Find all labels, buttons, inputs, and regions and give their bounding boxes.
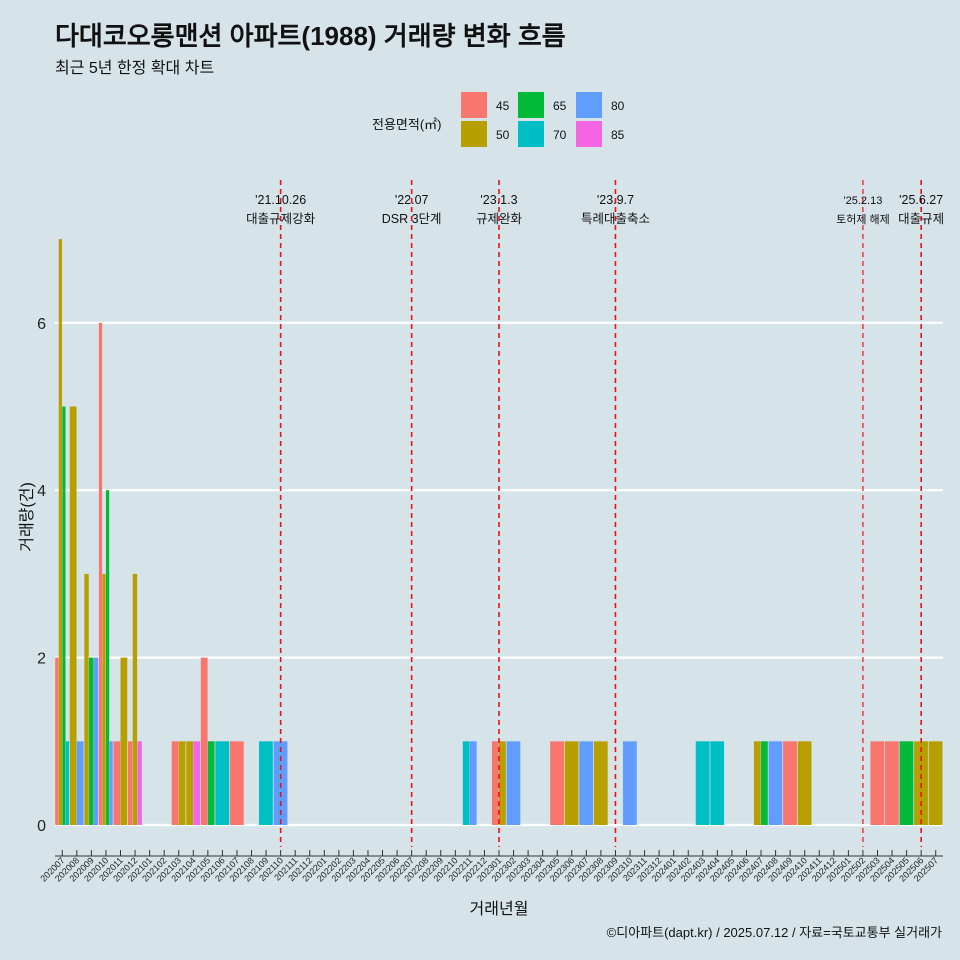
event-date-2: '23.1.3 (480, 193, 517, 207)
bar-80-202008 (76, 741, 84, 825)
event-date-1: '22.07 (395, 193, 429, 207)
bar-50-202104 (186, 741, 193, 825)
bar-70-202404 (710, 741, 725, 825)
bar-80-202307 (579, 741, 594, 825)
bar-85-202104 (193, 741, 201, 825)
legend-title: 전용면적(㎡) (372, 117, 442, 132)
bar-45-202012 (128, 741, 133, 825)
legend-label-85: 85 (611, 128, 625, 142)
legend-swatch-45 (461, 92, 487, 118)
legend-label-65: 65 (553, 99, 567, 113)
bar-70-202403 (695, 741, 710, 825)
bar-65-202105 (207, 741, 215, 825)
bar-65-202010 (105, 490, 110, 825)
event-label-0: 대출규제강화 (246, 212, 316, 226)
bar-45-202301 (491, 741, 499, 825)
bar-50-202007 (58, 239, 62, 826)
bar-45-202305 (550, 741, 564, 825)
y-tick-label: 4 (37, 483, 46, 500)
bar-70-202211 (462, 741, 470, 825)
legend-swatch-80 (576, 92, 602, 118)
legend-swatch-65 (518, 92, 544, 118)
bar-50-202301 (499, 741, 506, 825)
bar-65-202007 (62, 406, 66, 825)
bar-50-202306 (564, 741, 579, 825)
event-label-1: DSR 3단계 (382, 212, 442, 226)
bar-50-202410 (797, 741, 812, 825)
bar-50-202011 (120, 657, 128, 825)
bar-45-202409 (783, 741, 797, 825)
bar-65-202009 (89, 657, 94, 825)
bar-80-202302 (506, 741, 521, 825)
bar-50-202008 (69, 406, 77, 825)
bar-45-202103 (171, 741, 179, 825)
event-date-4: '25.2.13 (844, 195, 883, 207)
chart-subtitle: 최근 5년 한정 확대 차트 (55, 60, 215, 77)
bar-45-202010 (98, 322, 103, 825)
bar-45-202011 (113, 741, 121, 825)
y-axis-title: 거래량(건) (18, 482, 36, 552)
bar-65-202505 (899, 741, 914, 825)
bar-50-202308 (593, 741, 608, 825)
legend-swatch-85 (576, 121, 602, 147)
event-label-2: 규제완화 (476, 212, 523, 226)
source-caption: ©디아파트(dapt.kr) / 2025.07.12 / 자료=국토교통부 실… (606, 925, 942, 940)
bar-80-202010 (109, 741, 113, 825)
bar-80-202211 (469, 741, 477, 825)
chart-title: 다대코오롱맨션 아파트(1988) 거래량 변화 흐름 (55, 21, 566, 51)
bar-70-202106 (215, 741, 230, 825)
bar-45-202105 (200, 657, 208, 825)
legend-label-45: 45 (496, 99, 510, 113)
event-date-0: '21.10.26 (255, 193, 306, 207)
event-label-4: 토허제 해제 (836, 212, 890, 226)
bar-45-202503 (870, 741, 885, 825)
legend-label-80: 80 (611, 99, 625, 113)
bar-50-202009 (84, 573, 89, 825)
bar-65-202407 (761, 741, 768, 825)
bar-50-202103 (178, 741, 186, 825)
bar-80-202408 (768, 741, 783, 825)
bar-70-202007 (65, 741, 70, 825)
legend-label-70: 70 (553, 128, 567, 142)
legend-label-50: 50 (496, 128, 510, 142)
event-label-5: 대출규제 (898, 212, 944, 226)
bar-45-202007 (55, 657, 59, 825)
bar-80-202009 (93, 657, 99, 825)
y-tick-label: 0 (37, 818, 46, 835)
legend: 전용면적(㎡) 45 50 65 70 80 85 (372, 92, 642, 152)
legend-swatch-50 (461, 121, 487, 147)
legend-swatch-70 (518, 121, 544, 147)
y-tick-label: 6 (37, 316, 46, 333)
bar-85-202012 (137, 741, 142, 825)
bar-45-202107 (229, 741, 244, 825)
event-date-3: '23.9.7 (597, 193, 634, 207)
x-axis-title: 거래년월 (470, 900, 529, 918)
bar-45-202504 (884, 741, 899, 825)
bar-50-202407 (753, 741, 761, 825)
event-label-3: 특례대출축소 (581, 212, 650, 226)
bar-70-202109 (259, 741, 273, 825)
bar-80-202310 (622, 741, 637, 825)
event-date-5: '25.6.27 (899, 193, 943, 207)
bar-50-202010 (102, 573, 106, 825)
bar-50-202507 (928, 741, 943, 825)
y-tick-label: 2 (37, 651, 46, 668)
bar-50-202012 (132, 573, 138, 825)
